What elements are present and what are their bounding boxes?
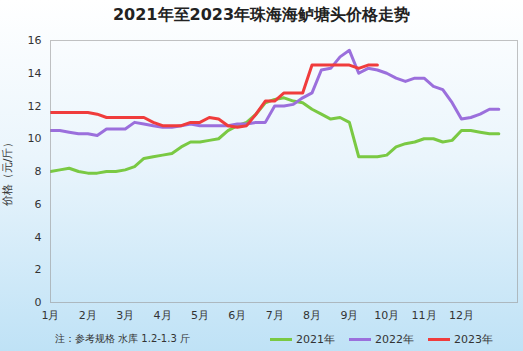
svg-text:16: 16 <box>28 34 42 47</box>
svg-text:4月: 4月 <box>154 309 172 322</box>
svg-text:价格（元/斤）: 价格（元/斤） <box>1 137 14 208</box>
svg-text:6月: 6月 <box>228 309 246 322</box>
svg-text:0: 0 <box>35 296 42 309</box>
svg-text:6: 6 <box>35 198 42 211</box>
svg-text:1月: 1月 <box>42 309 60 322</box>
html-text:注：参考规格 水库 1.2-1.3 斤: 注：参考规格 水库 1.2-1.3 斤 <box>55 333 190 344</box>
svg-text:3月: 3月 <box>116 309 134 322</box>
svg-text:7月: 7月 <box>266 309 284 322</box>
svg-text:2: 2 <box>35 263 42 276</box>
html-text:2021年至2023年珠海海鲈塘头价格走势: 2021年至2023年珠海海鲈塘头价格走势 <box>113 5 410 24</box>
svg-text:4: 4 <box>35 231 42 244</box>
html-text:2023年: 2023年 <box>454 332 493 346</box>
svg-text:8月: 8月 <box>303 309 321 322</box>
svg-text:12月: 12月 <box>449 309 474 322</box>
html-text:2021年: 2021年 <box>296 332 335 346</box>
svg-text:10月: 10月 <box>374 309 399 322</box>
svg-text:8: 8 <box>35 165 42 178</box>
svg-text:12: 12 <box>28 100 42 113</box>
html-text:2022年: 2022年 <box>375 332 414 346</box>
svg-text:10: 10 <box>28 132 42 145</box>
svg-text:9月: 9月 <box>340 309 358 322</box>
svg-text:11月: 11月 <box>412 309 437 322</box>
svg-text:14: 14 <box>28 67 42 80</box>
svg-text:5月: 5月 <box>191 309 209 322</box>
svg-text:2月: 2月 <box>79 309 97 322</box>
